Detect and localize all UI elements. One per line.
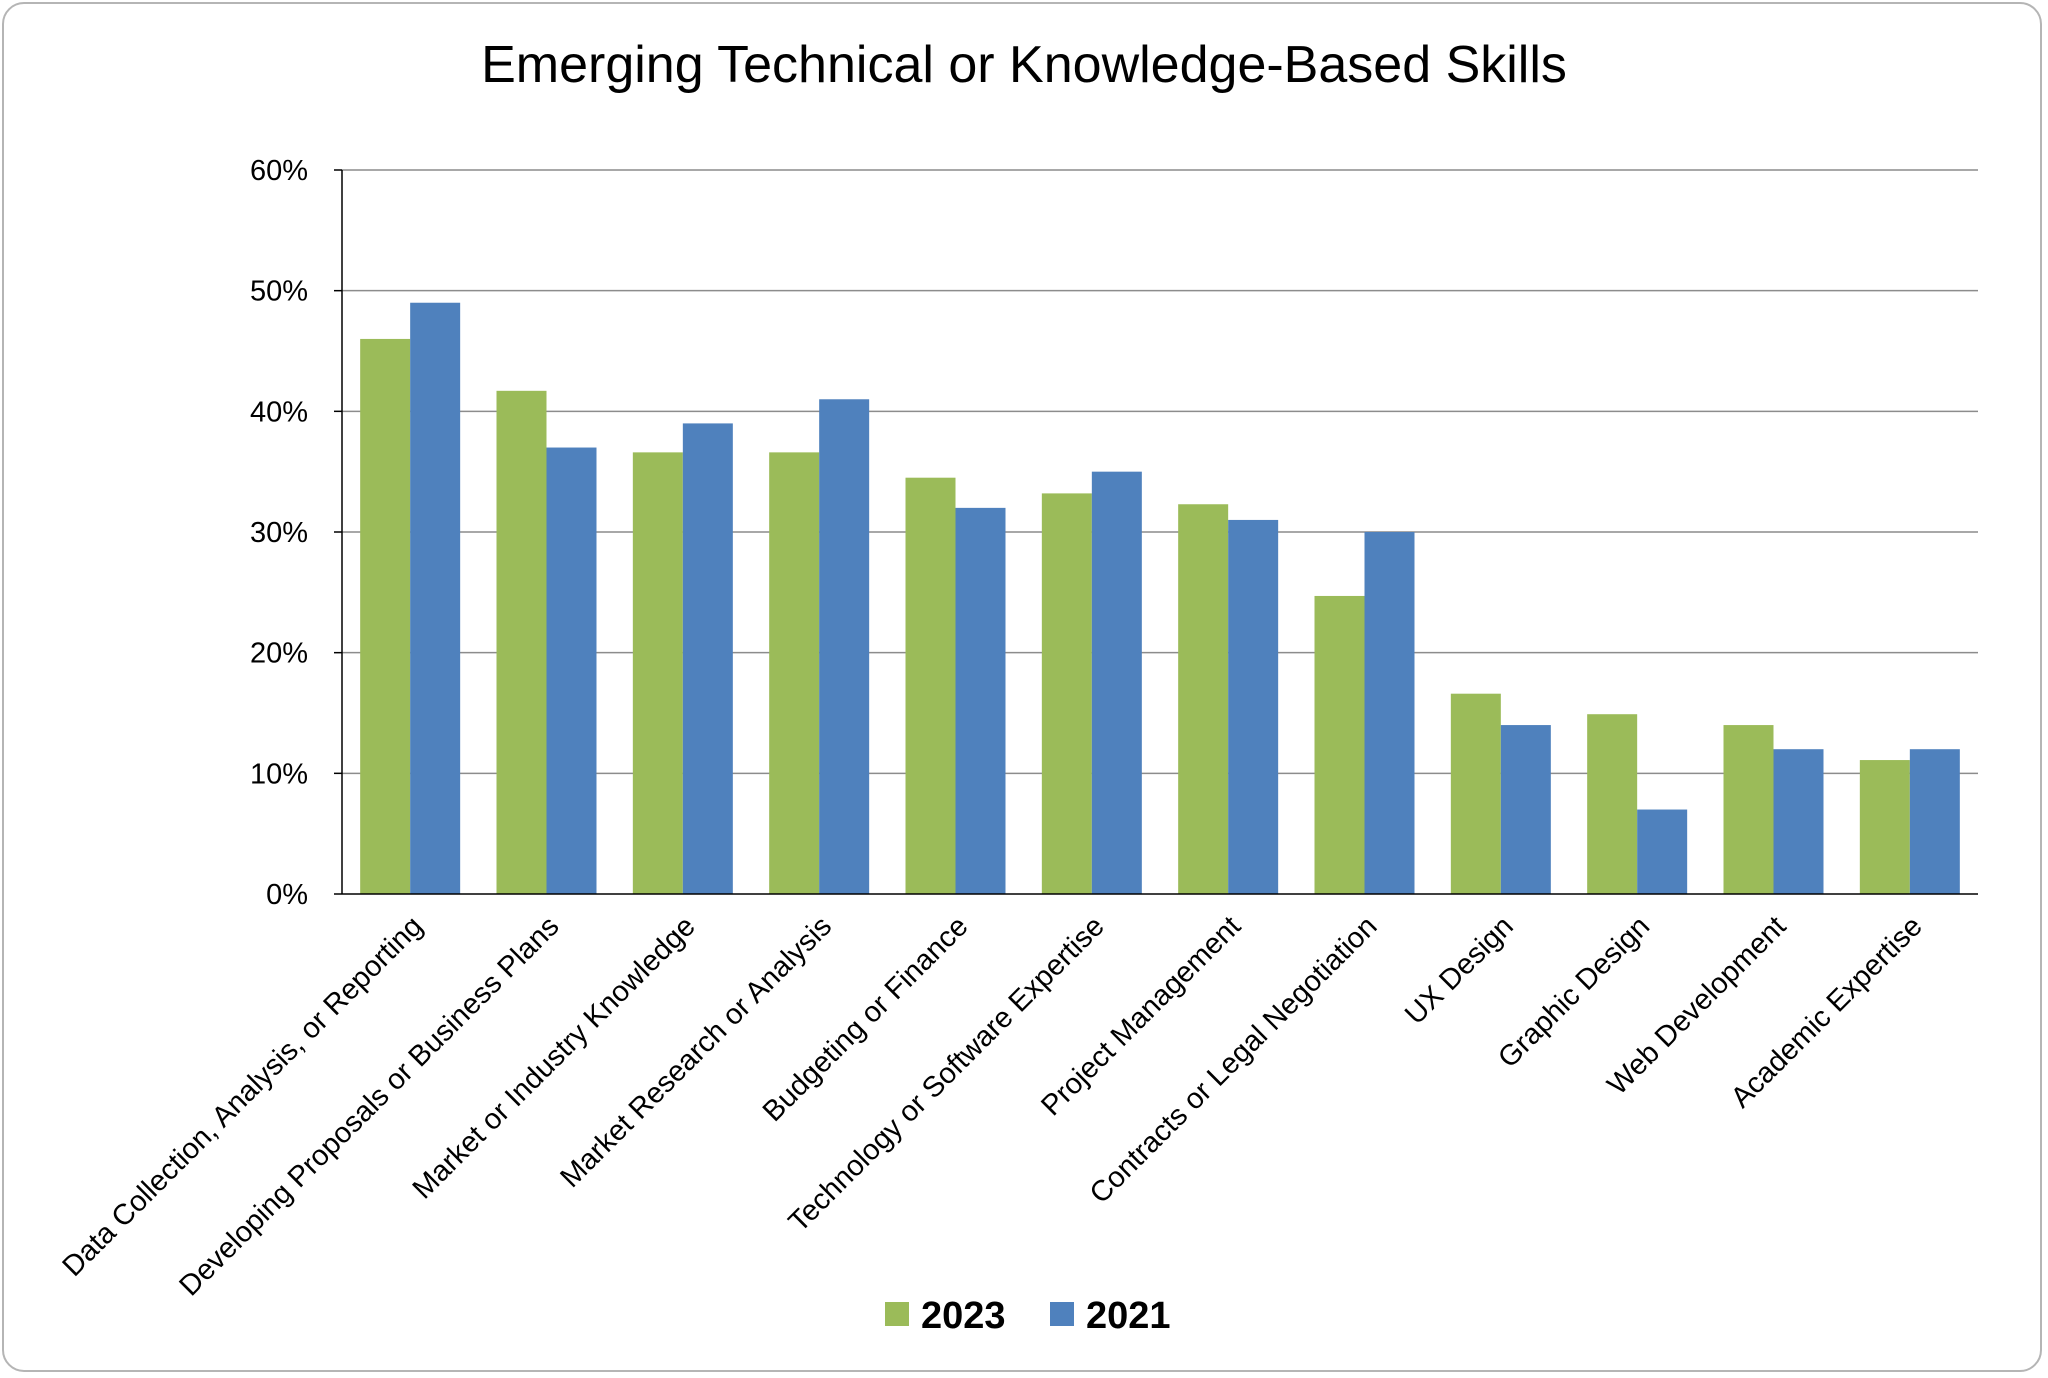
gridlines bbox=[342, 169, 1978, 775]
legend: 2023 2021 bbox=[885, 1295, 1171, 1337]
axes bbox=[334, 169, 1978, 895]
bar-2021-5 bbox=[1091, 471, 1142, 894]
bar-2021-4 bbox=[955, 507, 1006, 894]
x-category-label: UX Design bbox=[1399, 910, 1520, 1031]
bar-2023-1 bbox=[496, 390, 547, 894]
bar-2023-0 bbox=[360, 338, 411, 894]
bar-2021-0 bbox=[410, 302, 461, 894]
chart-title: Emerging Technical or Knowledge-Based Sk… bbox=[481, 36, 1567, 94]
bar-2021-6 bbox=[1228, 519, 1279, 894]
x-category-label: Market Research or Analysis bbox=[555, 910, 839, 1194]
bar-2021-8 bbox=[1500, 725, 1551, 894]
bar-2023-11 bbox=[1859, 760, 1910, 894]
y-tick-label: 40% bbox=[250, 396, 308, 428]
bar-2023-4 bbox=[905, 477, 956, 894]
bar-2021-1 bbox=[546, 447, 597, 894]
y-axis-ticks: 0% 10% 20% 30% 40% 50% 60% bbox=[250, 155, 308, 911]
bar-2023-3 bbox=[769, 452, 820, 894]
bar-2023-9 bbox=[1587, 714, 1638, 894]
y-tick-label: 20% bbox=[250, 638, 308, 670]
bar-2021-3 bbox=[819, 399, 870, 894]
bar-2021-7 bbox=[1364, 532, 1415, 894]
bars bbox=[360, 302, 1960, 894]
y-tick-label: 10% bbox=[250, 758, 308, 790]
x-category-label: Contracts or Legal Negotiation bbox=[1084, 910, 1384, 1210]
bar-2023-6 bbox=[1178, 504, 1229, 894]
bar-2023-2 bbox=[632, 452, 683, 894]
legend-swatch-2023 bbox=[885, 1302, 909, 1326]
y-tick-label: 30% bbox=[250, 517, 308, 549]
bar-2021-11 bbox=[1909, 749, 1960, 894]
bar-2021-2 bbox=[682, 423, 733, 894]
x-category-label: Market or Industry Knowledge bbox=[407, 910, 702, 1205]
legend-label-2021: 2021 bbox=[1086, 1295, 1171, 1337]
y-tick-label: 60% bbox=[250, 155, 308, 187]
y-tick-label: 50% bbox=[250, 276, 308, 308]
bar-2021-9 bbox=[1637, 809, 1688, 894]
bar-2023-10 bbox=[1723, 725, 1774, 894]
bar-2023-7 bbox=[1314, 595, 1365, 894]
bar-2021-10 bbox=[1773, 749, 1824, 894]
y-tick-label: 0% bbox=[266, 879, 308, 911]
bar-2023-5 bbox=[1041, 493, 1092, 894]
x-axis-labels: Data Collection, Analysis, or ReportingD… bbox=[57, 910, 1929, 1302]
legend-label-2023: 2023 bbox=[921, 1295, 1006, 1337]
legend-swatch-2021 bbox=[1050, 1302, 1074, 1326]
bar-2023-8 bbox=[1450, 693, 1501, 894]
